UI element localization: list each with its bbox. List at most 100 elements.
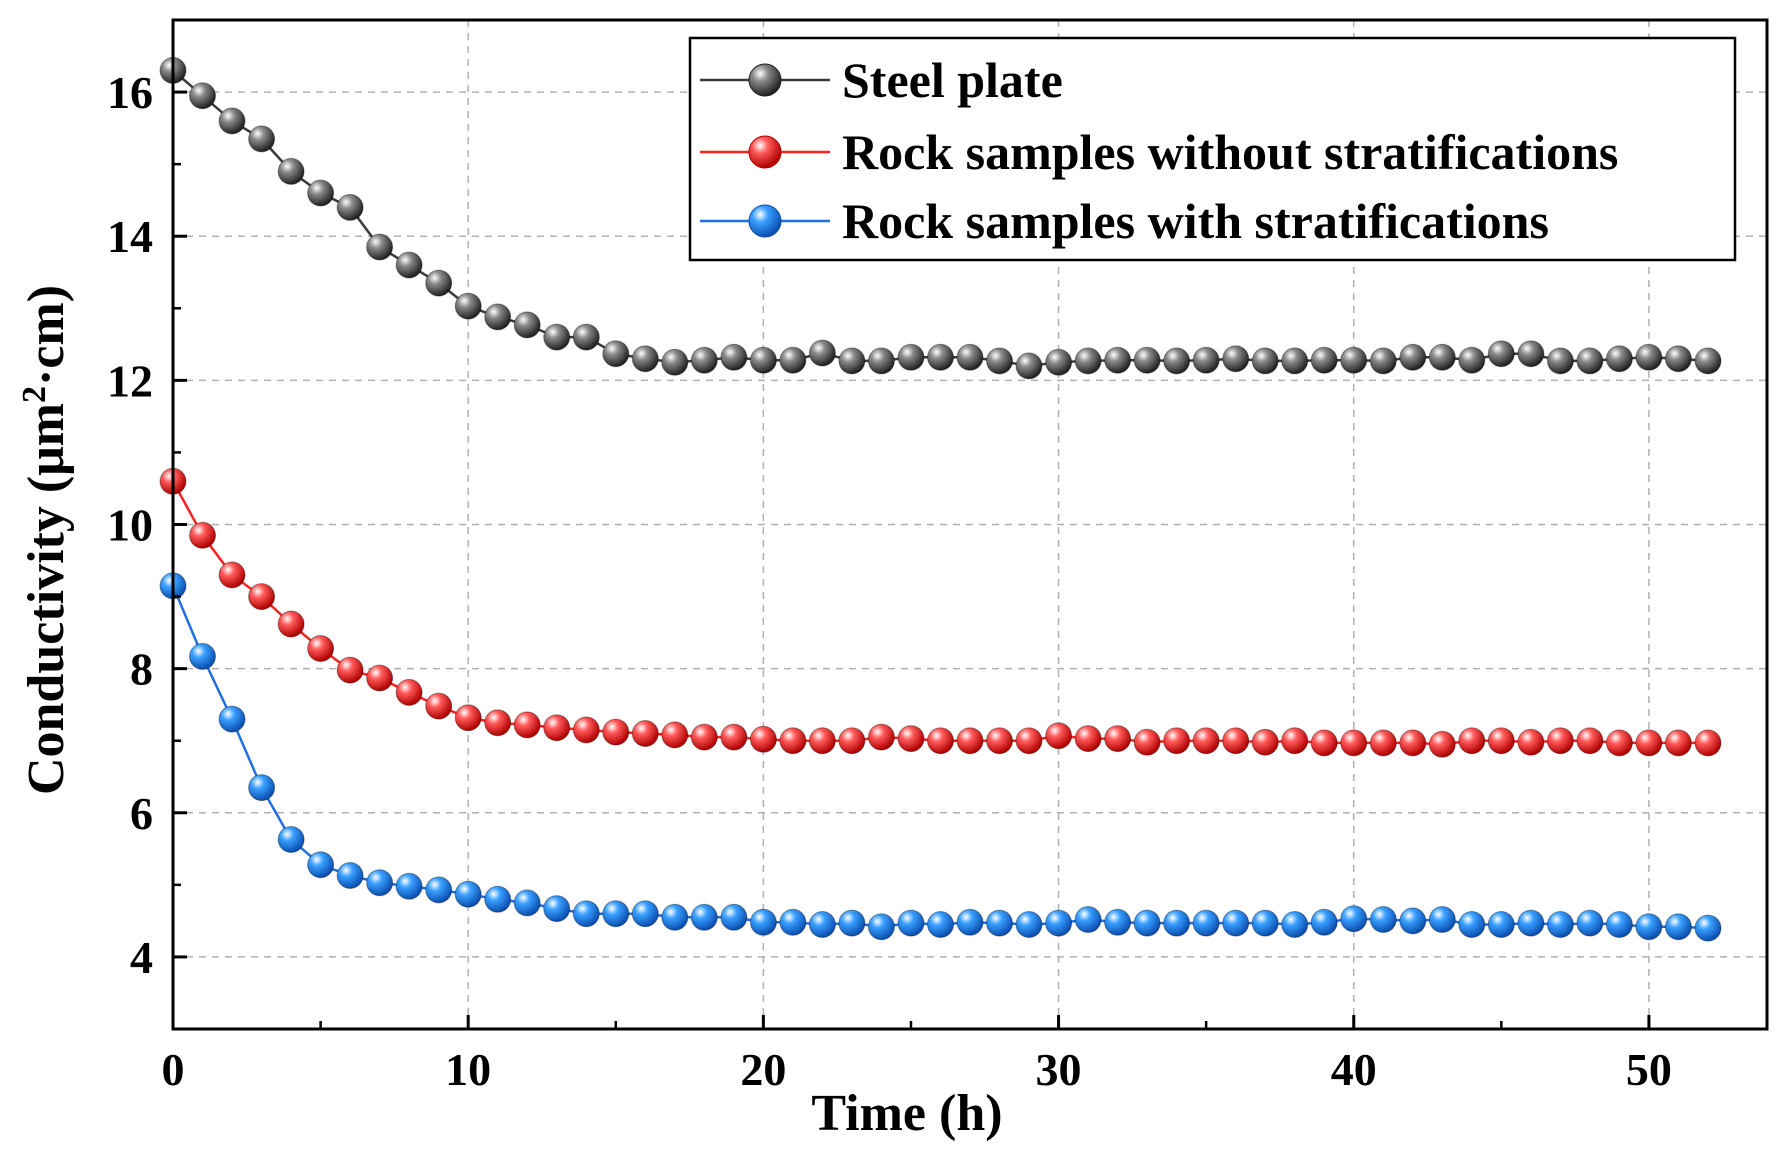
data-point — [1605, 729, 1633, 757]
data-point — [690, 346, 718, 374]
data-point — [513, 889, 541, 917]
data-point — [572, 900, 600, 928]
data-point — [1310, 908, 1338, 936]
data-point — [1546, 727, 1574, 755]
data-point — [484, 303, 512, 331]
legend-entry-steel-plate: Steel plate — [700, 52, 1063, 108]
data-point — [189, 82, 216, 110]
data-point — [1546, 347, 1574, 375]
data-point — [1399, 729, 1427, 757]
legend-marker-with-stratifications — [748, 204, 782, 238]
data-point — [661, 348, 689, 376]
data-point — [956, 343, 984, 371]
data-point — [838, 727, 866, 755]
data-point — [1251, 728, 1279, 756]
x-tick-label: 50 — [1626, 1044, 1672, 1095]
data-point — [602, 900, 630, 928]
data-point — [1222, 345, 1250, 373]
data-point — [1428, 906, 1456, 933]
data-point — [1310, 729, 1338, 757]
data-point — [749, 346, 777, 374]
data-point — [1133, 909, 1161, 937]
data-point — [425, 876, 453, 904]
data-point — [366, 233, 394, 261]
data-point — [366, 664, 394, 692]
data-point — [1458, 346, 1486, 374]
data-point — [661, 903, 689, 931]
y-axis-title-suffix: ·cm) — [18, 285, 75, 386]
x-tick-label: 20 — [740, 1044, 786, 1095]
series-0 — [159, 56, 1722, 380]
data-point — [1015, 352, 1043, 380]
y-tick-label: 4 — [130, 932, 153, 983]
data-point — [1281, 347, 1309, 375]
data-point — [1428, 730, 1456, 758]
data-point — [543, 323, 571, 351]
data-point — [1635, 729, 1663, 757]
legend-marker-without-stratifications — [748, 135, 782, 169]
data-point — [956, 908, 984, 936]
data-point — [1428, 343, 1456, 371]
y-axis-title-prefix: Conductivity (μm — [18, 403, 75, 795]
data-point — [867, 347, 895, 375]
y-tick-label: 6 — [130, 788, 153, 839]
data-point — [336, 862, 364, 889]
data-point — [1251, 347, 1279, 375]
data-point — [631, 345, 659, 373]
data-point — [454, 292, 482, 320]
x-tick-label: 0 — [162, 1044, 185, 1095]
data-point — [1369, 347, 1397, 375]
data-point — [779, 908, 807, 936]
data-point — [986, 909, 1013, 937]
data-point — [1192, 346, 1220, 374]
data-point — [1192, 909, 1220, 937]
data-point — [986, 347, 1013, 375]
data-point — [1369, 906, 1397, 933]
legend-box — [688, 36, 1737, 262]
legend-entry-with-stratifications: Rock samples with stratifications — [700, 193, 1549, 249]
data-point — [1399, 907, 1427, 935]
y-tick-label: 16 — [107, 67, 153, 118]
data-point — [690, 903, 718, 931]
data-point — [1045, 722, 1073, 750]
series-1 — [159, 467, 1722, 758]
y-axis-title: Conductivity (μm2·cm) — [16, 285, 75, 795]
x-tick-label: 10 — [445, 1044, 491, 1095]
data-point — [808, 727, 836, 755]
data-point — [1458, 911, 1486, 938]
data-point — [1458, 727, 1486, 755]
data-point — [1251, 909, 1279, 937]
data-point — [1163, 909, 1191, 937]
data-point — [1015, 727, 1043, 755]
data-point — [631, 720, 659, 747]
y-tick-label: 14 — [107, 211, 153, 262]
data-point — [897, 725, 925, 753]
data-point — [543, 714, 571, 742]
data-point — [927, 343, 954, 371]
x-axis-title: Time (h) — [811, 1085, 1002, 1142]
data-point — [277, 610, 305, 638]
data-point — [1104, 346, 1132, 374]
data-point — [277, 826, 305, 853]
data-point — [218, 107, 246, 135]
data-point — [1163, 347, 1191, 375]
data-point — [1281, 727, 1309, 755]
data-point — [218, 561, 246, 589]
data-point — [1517, 340, 1545, 368]
data-point — [1487, 911, 1515, 938]
data-point — [1045, 909, 1073, 937]
data-point — [1074, 347, 1102, 375]
data-point — [1104, 725, 1132, 753]
data-point — [602, 718, 630, 746]
data-point — [1664, 345, 1692, 373]
data-point — [1133, 728, 1161, 756]
data-point — [395, 251, 423, 279]
data-point — [425, 269, 453, 297]
data-point — [572, 716, 600, 744]
data-point — [779, 346, 807, 374]
data-point — [1664, 913, 1692, 941]
data-point — [395, 872, 423, 900]
data-point — [720, 343, 748, 371]
data-point — [484, 709, 512, 737]
